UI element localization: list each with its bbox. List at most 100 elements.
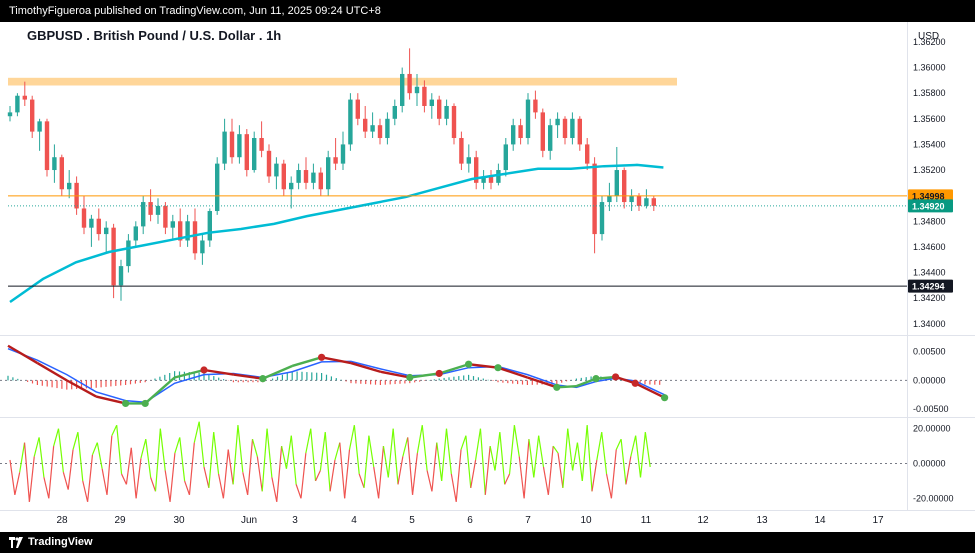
momentum-line: [164, 470, 171, 502]
crossover-dot: [465, 360, 473, 368]
candle-body: [15, 95, 20, 113]
price-tick-label: 1.34400: [913, 268, 946, 278]
momentum-tick-label: 20.00000: [913, 424, 951, 434]
time-tick-label: 5: [409, 515, 415, 526]
momentum-line: [174, 437, 181, 454]
candle-body: [281, 163, 286, 190]
oscillator-fast-line: [468, 363, 499, 369]
tradingview-logo-icon: [9, 537, 23, 548]
momentum-line: [431, 442, 438, 492]
candle-body: [59, 157, 64, 190]
candle-body: [229, 131, 235, 158]
candle-body: [266, 150, 272, 177]
crossover-dot: [406, 373, 414, 382]
momentum-line: [460, 435, 467, 450]
candle-body: [496, 170, 501, 183]
momentum-line: [266, 428, 273, 478]
momentum-tick-label: -20.00000: [913, 493, 954, 503]
time-tick-label: 7: [525, 515, 531, 526]
momentum-line: [504, 473, 511, 485]
candle-body: [474, 157, 479, 183]
candle-body: [503, 144, 508, 171]
momentum-line: [523, 439, 530, 499]
momentum-line: [344, 449, 351, 499]
momentum-line: [605, 473, 612, 499]
price-tick-label: 1.36200: [913, 37, 946, 47]
momentum-line: [426, 470, 433, 492]
momentum-line: [610, 449, 617, 499]
candle-body: [7, 112, 13, 117]
momentum-line: [242, 472, 249, 495]
momentum-line: [310, 428, 317, 481]
candle-body: [429, 99, 434, 106]
crossover-dot: [592, 375, 600, 383]
candle-body: [651, 198, 656, 206]
momentum-line: [276, 446, 283, 502]
momentum-line: [43, 477, 50, 499]
candle-body: [459, 138, 464, 164]
candle-body: [511, 125, 516, 145]
momentum-line: [271, 477, 278, 502]
momentum-line: [9, 459, 16, 495]
crossover-dot: [435, 369, 443, 378]
momentum-line: [57, 428, 64, 473]
candle-body: [466, 157, 471, 164]
candle-body: [192, 221, 198, 254]
momentum-line: [295, 484, 302, 499]
momentum-line: [140, 438, 147, 459]
momentum-line: [217, 473, 224, 499]
last-price-tag-bg: [908, 199, 953, 213]
candle-body: [614, 170, 619, 196]
momentum-line: [72, 432, 79, 450]
momentum-line: [387, 428, 394, 478]
momentum-line: [513, 425, 520, 457]
candle-body: [607, 195, 612, 203]
candle-body: [318, 172, 323, 190]
price-tick-label: 1.34000: [913, 319, 946, 329]
oscillator-fast-line: [380, 370, 411, 379]
publisher-text: TimothyFigueroa published on TradingView…: [9, 5, 381, 17]
candle-body: [599, 202, 605, 235]
momentum-line: [479, 428, 486, 495]
momentum-line: [101, 468, 108, 495]
candle-body: [355, 99, 360, 119]
time-tick-label: 12: [697, 515, 709, 526]
momentum-line: [62, 472, 69, 490]
momentum-line: [358, 473, 365, 489]
resistance-zone: [8, 77, 677, 86]
momentum-line: [33, 437, 40, 457]
candle-body: [118, 266, 124, 286]
chart-canvas[interactable]: 1.36200 1.36000 1.35800 1.35600 1.35400 1.352…: [0, 22, 975, 532]
oscillator-fast-line: [497, 366, 528, 379]
candle-body: [37, 121, 42, 132]
time-tick-label: Jun: [241, 515, 257, 526]
candle-body: [133, 226, 138, 241]
momentum-line: [319, 432, 326, 471]
momentum-line: [227, 449, 234, 485]
momentum-line: [499, 432, 506, 485]
momentum-line: [53, 428, 60, 447]
currency-label[interactable]: USD: [918, 31, 940, 42]
momentum-line: [121, 473, 127, 485]
time-tick-label: 3: [292, 515, 298, 526]
candle-body: [259, 138, 264, 151]
candle-body: [481, 176, 486, 183]
oscillator-fast-line: [438, 363, 469, 375]
momentum-line: [184, 480, 191, 496]
momentum-line: [159, 428, 166, 471]
chart-frame[interactable]: 1.36200 1.36000 1.35800 1.35600 1.35400 1.352…: [0, 22, 975, 532]
momentum-line: [348, 425, 355, 450]
time-tick-label: 13: [756, 515, 768, 526]
momentum-line: [508, 425, 515, 474]
price-tick-label: 1.34600: [913, 242, 946, 252]
candle-body: [67, 182, 72, 190]
oscillator-fast-line: [233, 373, 263, 380]
time-tick-label: 11: [641, 515, 652, 526]
momentum-line: [407, 437, 414, 495]
momentum-line: [19, 442, 26, 473]
oscillator-fast-line: [634, 382, 666, 399]
candle-body: [400, 73, 405, 106]
momentum-line: [125, 447, 132, 485]
oscillator-fast-line: [144, 376, 176, 405]
crossover-dot: [553, 383, 561, 391]
